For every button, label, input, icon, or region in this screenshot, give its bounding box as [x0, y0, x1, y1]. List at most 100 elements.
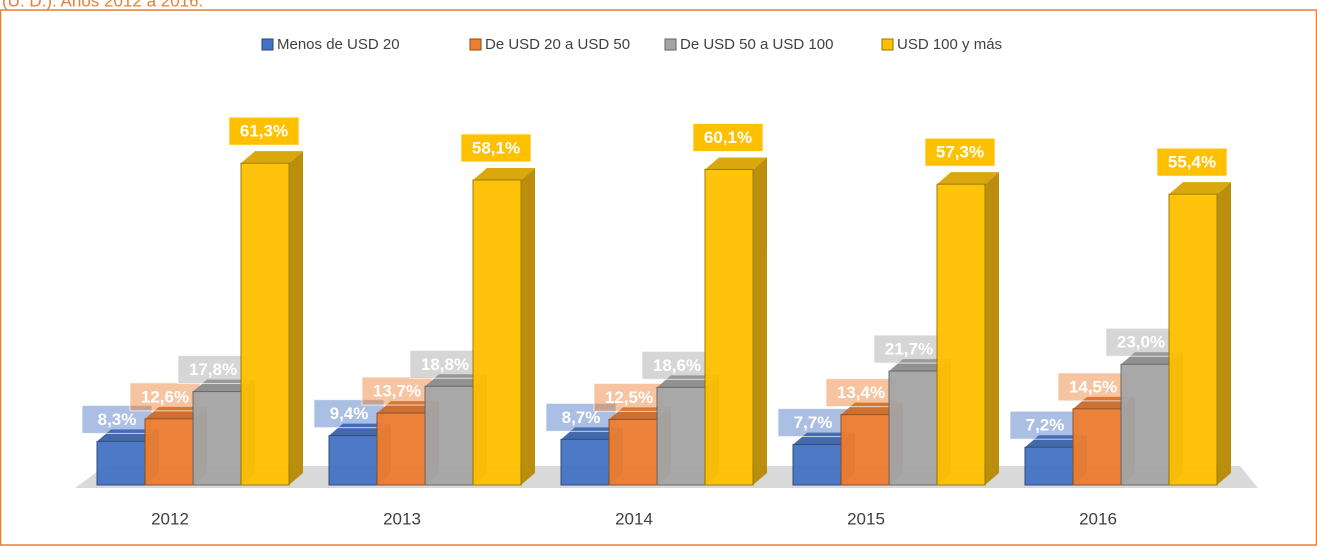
- data-label-box: [777, 408, 849, 438]
- bar-front: [1120, 363, 1170, 486]
- data-label-box: [825, 378, 897, 408]
- legend-swatch: [261, 38, 274, 51]
- data-label: 14,5%: [1069, 377, 1117, 396]
- bar-top: [97, 429, 159, 442]
- data-label: 23,0%: [1117, 333, 1165, 352]
- data-label-box: [1105, 327, 1177, 357]
- data-label: 7,2%: [1026, 416, 1065, 435]
- data-label: 12,6%: [141, 387, 189, 406]
- data-label: 13,7%: [373, 382, 421, 401]
- x-tick-label: 2013: [383, 509, 421, 528]
- bar-side: [753, 157, 767, 485]
- data-label-box: [129, 382, 201, 412]
- bar-front: [608, 418, 658, 486]
- bar: [1120, 352, 1183, 486]
- data-label: 21,7%: [885, 340, 933, 359]
- data-label: 7,7%: [794, 413, 833, 432]
- chart-title: (U. D.). Años 2012 a 2016.: [2, 0, 203, 10]
- data-label: 8,3%: [98, 410, 137, 429]
- data-label-box: [545, 402, 617, 432]
- bar-top: [841, 402, 903, 415]
- bar-front: [144, 418, 194, 486]
- bar-top: [473, 167, 535, 180]
- bar-top: [1121, 352, 1183, 365]
- bar-side: [985, 172, 999, 486]
- bar-front: [328, 435, 378, 486]
- x-tick-label: 2015: [847, 509, 885, 528]
- bar: [472, 167, 535, 486]
- bar-top: [937, 172, 999, 185]
- bar-side: [1217, 182, 1231, 485]
- bar-top: [889, 359, 951, 372]
- legend-label: De USD 20 a USD 50: [485, 36, 630, 53]
- legend-label: USD 100 y más: [897, 36, 1002, 53]
- legend-swatch: [881, 38, 894, 51]
- bar-top: [425, 374, 487, 387]
- bar-front: [472, 179, 522, 486]
- data-label-box: [593, 382, 665, 412]
- bar-top: [561, 427, 623, 440]
- bar-top: [705, 157, 767, 170]
- bar-front: [560, 438, 610, 486]
- data-label: 17,8%: [189, 360, 237, 379]
- bar: [1072, 396, 1135, 486]
- x-tick-label: 2012: [151, 509, 189, 528]
- bar-top: [145, 406, 207, 419]
- bar-front: [240, 162, 290, 486]
- data-label: 12,5%: [605, 388, 653, 407]
- data-label: 58,1%: [472, 138, 520, 157]
- data-label-box: [1156, 147, 1228, 177]
- bar-front: [424, 385, 474, 486]
- bar-front: [792, 444, 842, 486]
- bar-top: [793, 432, 855, 445]
- bar-front: [704, 168, 754, 486]
- bar-front: [888, 370, 938, 486]
- bar-side: [521, 167, 535, 485]
- bar-front: [936, 183, 986, 486]
- x-tick-label: 2014: [615, 509, 653, 528]
- data-label-box: [81, 404, 153, 434]
- data-label: 55,4%: [1168, 153, 1216, 172]
- bar-top: [329, 423, 391, 436]
- bar-top: [193, 379, 255, 392]
- bar: [1168, 182, 1231, 486]
- bar-front: [1168, 193, 1218, 486]
- data-label-box: [924, 137, 996, 167]
- data-label-box: [409, 349, 481, 379]
- bar: [704, 157, 767, 486]
- data-label-box: [873, 334, 945, 364]
- bar-top: [657, 375, 719, 388]
- bar: [240, 151, 303, 486]
- data-label: 57,3%: [936, 143, 984, 162]
- bar-top: [609, 407, 671, 420]
- legend-swatch: [664, 38, 677, 51]
- data-label: 61,3%: [240, 122, 288, 141]
- data-label-box: [228, 116, 300, 146]
- bar-front: [840, 414, 890, 486]
- data-label: 13,4%: [837, 383, 885, 402]
- bar: [936, 172, 999, 486]
- data-label-box: [1009, 410, 1081, 440]
- data-label: 9,4%: [330, 404, 369, 423]
- data-label: 8,7%: [562, 408, 601, 427]
- data-label-box: [1057, 372, 1129, 402]
- bar-top: [1025, 435, 1087, 448]
- bar-side: [289, 151, 303, 486]
- bar-front: [1072, 408, 1122, 486]
- legend-swatch: [469, 38, 482, 51]
- data-label: 18,8%: [421, 355, 469, 374]
- data-label: 60,1%: [704, 128, 752, 147]
- bar-top: [377, 401, 439, 414]
- data-label-box: [313, 399, 385, 429]
- bar-front: [192, 391, 242, 486]
- data-label-box: [177, 355, 249, 385]
- x-tick-label: 2016: [1079, 509, 1117, 528]
- bar-top: [1073, 396, 1135, 409]
- data-label-box: [692, 122, 764, 152]
- bar-front: [656, 386, 706, 486]
- data-label-box: [460, 133, 532, 163]
- data-label: 18,6%: [653, 356, 701, 375]
- legend-label: De USD 50 a USD 100: [680, 36, 833, 53]
